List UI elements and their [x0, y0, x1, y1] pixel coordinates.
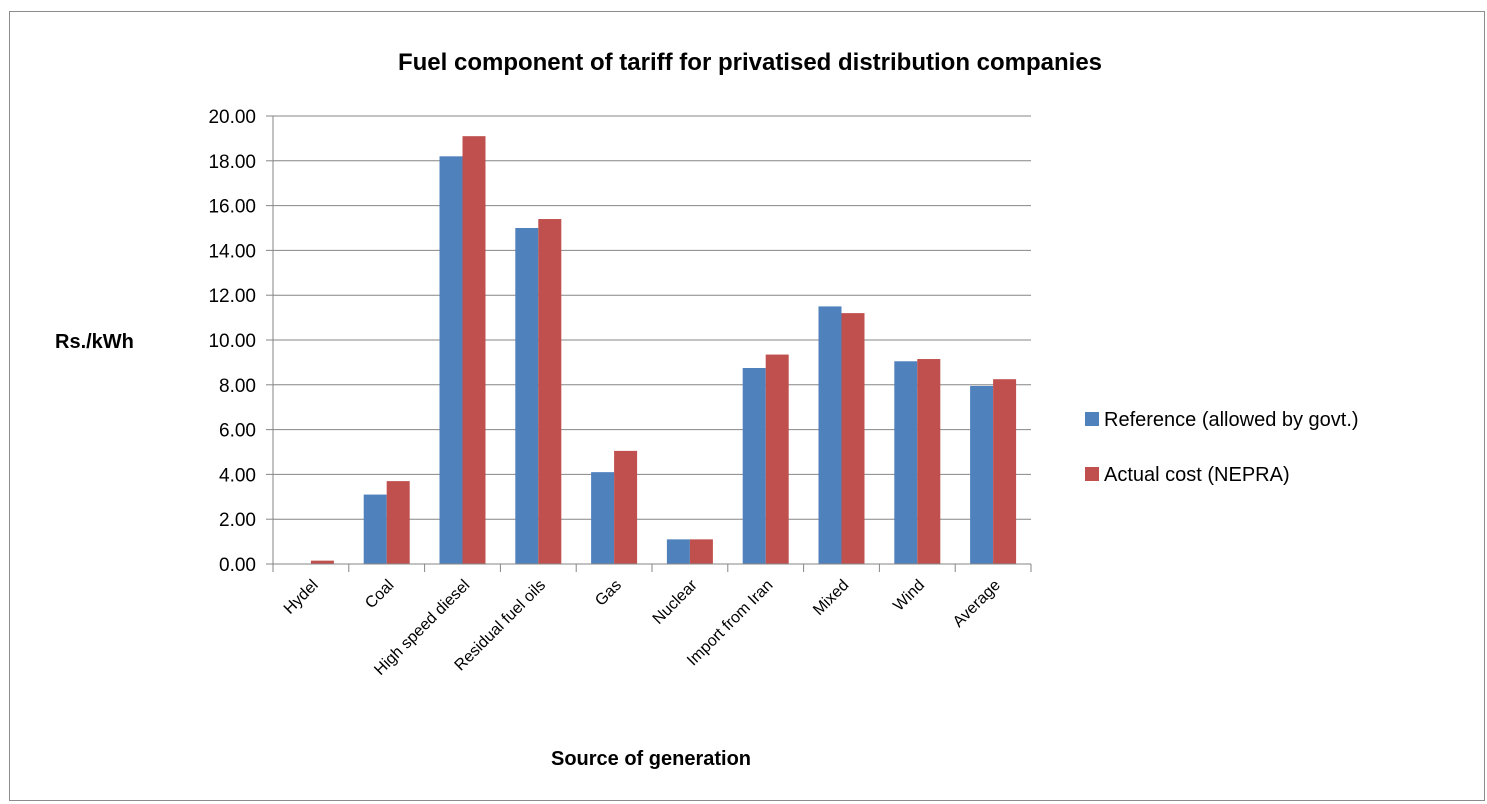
- x-tick-label: Hydel: [281, 577, 322, 618]
- bar-actual: [689, 539, 713, 564]
- bar-reference: [363, 494, 387, 564]
- y-tick-labels: 0.00 2.00 4.00 6.00 8.00 10.00 12.00 14.00 16.00…: [208, 107, 256, 576]
- bar-reference: [591, 472, 615, 564]
- y-tick-label: 20.00: [208, 107, 256, 128]
- y-tick-label: 16.00: [208, 197, 256, 218]
- bar-actual: [993, 379, 1017, 564]
- x-tick-label: Coal: [362, 577, 397, 612]
- bars: [310, 136, 1017, 565]
- bar-actual: [917, 359, 941, 564]
- x-tick-label: Nuclear: [650, 576, 701, 627]
- legend-swatch: [1085, 467, 1099, 481]
- legend-label: Reference (allowed by govt.): [1104, 409, 1359, 431]
- y-tick-label: 10.00: [208, 331, 256, 352]
- bar-reference: [742, 368, 766, 564]
- legend: Reference (allowed by govt.) Actual cost …: [1085, 409, 1359, 486]
- bar-actual: [765, 354, 789, 564]
- bar-reference: [894, 361, 918, 564]
- x-axis-title: Source of generation: [551, 748, 751, 770]
- y-tick-label: 8.00: [219, 376, 256, 397]
- y-tick-label: 2.00: [219, 510, 256, 531]
- bar-reference: [818, 306, 842, 564]
- bar-actual: [538, 219, 562, 565]
- bar-actual: [841, 313, 865, 564]
- axes: [272, 116, 1032, 572]
- bar-actual: [462, 136, 486, 564]
- x-tick-label: Gas: [592, 577, 625, 610]
- y-tick-label: 12.00: [208, 286, 256, 307]
- bar-actual: [614, 450, 638, 564]
- y-tick-label: 18.00: [208, 152, 256, 173]
- legend-label: Actual cost (NEPRA): [1104, 464, 1290, 486]
- x-tick-label: Mixed: [810, 577, 852, 619]
- legend-swatch: [1085, 412, 1099, 426]
- y-tick-label: 0.00: [219, 555, 256, 576]
- chart-title: Fuel component of tariff for privatised …: [398, 49, 1102, 76]
- bar-actual: [386, 481, 410, 564]
- bar-reference: [970, 385, 994, 564]
- x-tick-label: Average: [950, 577, 1004, 631]
- y-tick-label: 4.00: [219, 465, 256, 486]
- y-tick-label: 14.00: [208, 241, 256, 262]
- x-tick-label: Wind: [890, 577, 928, 615]
- bar-reference: [515, 228, 539, 564]
- bar-actual: [310, 560, 334, 564]
- bar-reference: [666, 539, 690, 564]
- y-axis-title: Rs./kWh: [55, 331, 134, 353]
- bar-reference: [439, 156, 463, 564]
- y-tick-label: 6.00: [219, 421, 256, 442]
